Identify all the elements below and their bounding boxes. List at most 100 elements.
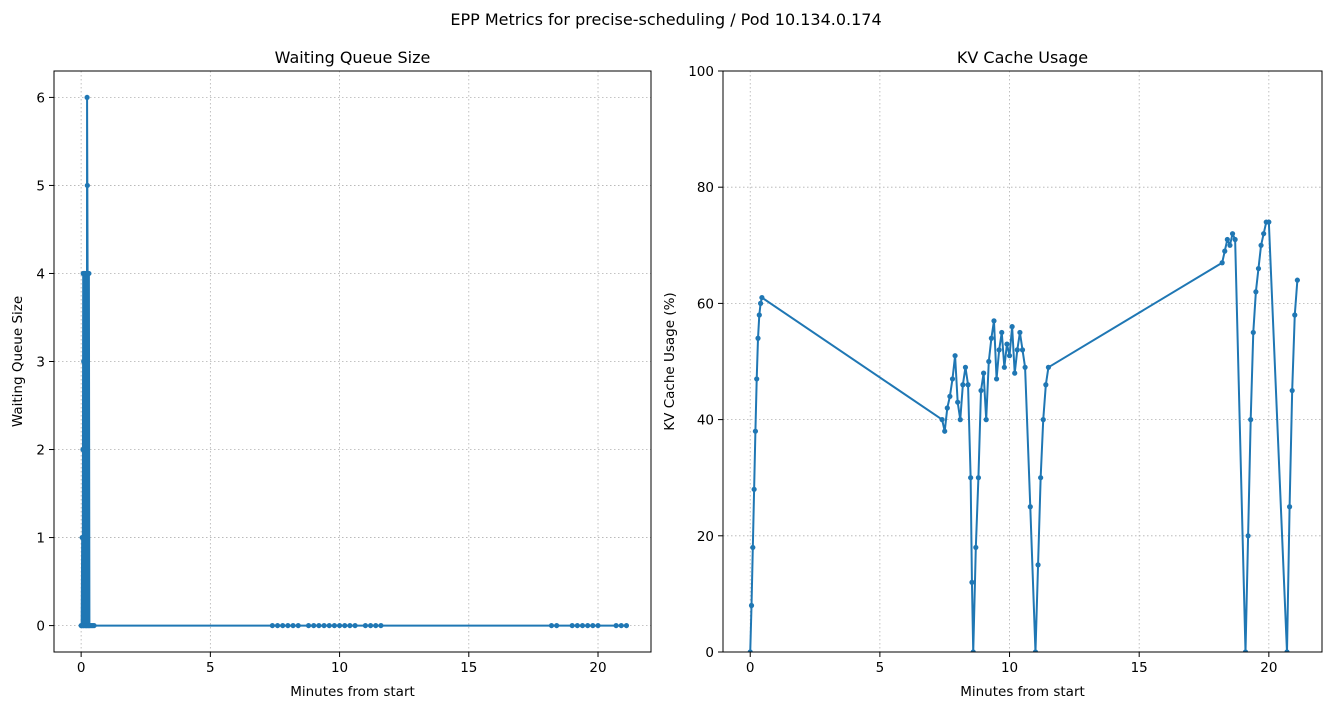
data-point bbox=[750, 544, 756, 551]
panel-title: Waiting Queue Size bbox=[275, 48, 431, 67]
data-point bbox=[316, 622, 322, 629]
x-tick-label: 0 bbox=[746, 660, 755, 676]
data-point bbox=[949, 376, 956, 382]
data-point bbox=[962, 364, 969, 370]
data-point bbox=[84, 94, 90, 101]
data-point bbox=[1022, 364, 1028, 370]
y-tick-label: 4 bbox=[36, 266, 45, 282]
figure-suptitle: EPP Metrics for precise-scheduling / Pod… bbox=[450, 10, 881, 29]
x-tick-label: 5 bbox=[206, 660, 215, 676]
panel-title: KV Cache Usage bbox=[957, 48, 1088, 67]
x-tick-label: 0 bbox=[77, 660, 86, 676]
data-point bbox=[84, 182, 90, 189]
data-point bbox=[970, 649, 976, 652]
data-point bbox=[1227, 242, 1233, 248]
data-point bbox=[981, 370, 987, 376]
data-point bbox=[91, 622, 97, 629]
y-tick-label: 6 bbox=[36, 90, 45, 106]
y-tick-label: 20 bbox=[697, 529, 714, 545]
y-tick-label: 5 bbox=[36, 178, 45, 194]
data-point bbox=[1017, 329, 1023, 336]
data-point bbox=[569, 622, 575, 629]
data-point bbox=[751, 486, 757, 492]
data-point bbox=[347, 622, 353, 629]
data-point bbox=[939, 417, 945, 423]
data-point bbox=[295, 622, 301, 629]
data-point bbox=[1045, 364, 1052, 370]
data-point bbox=[1027, 504, 1033, 510]
data-point bbox=[1014, 347, 1020, 353]
data-point bbox=[973, 544, 979, 551]
series-clip-group bbox=[747, 219, 1300, 652]
data-point bbox=[1286, 504, 1293, 510]
kv-cache-panel: 0 5 10 15 20 0 20 40 60 80 100 KV Cache Usage Minu… bbox=[662, 48, 1323, 700]
data-point bbox=[965, 382, 971, 388]
data-point bbox=[1222, 248, 1228, 254]
data-point bbox=[968, 475, 974, 481]
data-point bbox=[975, 475, 982, 481]
data-point bbox=[1229, 231, 1236, 237]
data-point bbox=[548, 622, 555, 629]
ticks-0: 0 5 10 15 20 0 1 2 3 4 5 6 bbox=[36, 90, 606, 676]
data-point bbox=[955, 399, 961, 405]
data-point bbox=[1266, 219, 1272, 225]
data-point bbox=[957, 417, 963, 423]
data-point bbox=[952, 353, 958, 359]
data-point bbox=[82, 534, 88, 541]
data-point bbox=[1001, 364, 1007, 370]
data-point bbox=[1032, 649, 1039, 652]
data-point bbox=[978, 387, 984, 394]
data-point bbox=[83, 446, 89, 453]
data-point bbox=[86, 270, 92, 277]
y-tick-label: 2 bbox=[36, 443, 45, 459]
data-point bbox=[1043, 382, 1049, 388]
data-point bbox=[1219, 260, 1225, 266]
data-point bbox=[574, 622, 580, 629]
data-point bbox=[747, 649, 753, 652]
data-point bbox=[342, 622, 348, 629]
data-point bbox=[1019, 347, 1026, 353]
data-point bbox=[1004, 341, 1010, 347]
data-point bbox=[595, 622, 601, 629]
data-point bbox=[991, 318, 997, 324]
ticks-1: 0 5 10 15 20 0 20 40 60 80 100 bbox=[688, 64, 1277, 676]
x-tick-label: 15 bbox=[460, 660, 477, 676]
data-point bbox=[755, 335, 761, 341]
data-point bbox=[1255, 265, 1262, 272]
series-0 bbox=[78, 94, 630, 629]
data-point bbox=[1250, 329, 1256, 336]
y-tick-label: 80 bbox=[697, 180, 714, 196]
data-point bbox=[1232, 236, 1238, 243]
y-tick-label: 3 bbox=[36, 355, 45, 371]
data-point bbox=[1261, 231, 1267, 237]
y-tick-label: 60 bbox=[697, 296, 714, 312]
data-point bbox=[1253, 289, 1259, 295]
data-point bbox=[983, 417, 989, 423]
data-point bbox=[1242, 649, 1249, 652]
waiting-queue-panel: 0 5 10 15 20 0 1 2 3 4 5 6 Waiting Queue Size Minut… bbox=[10, 48, 652, 700]
data-point bbox=[290, 622, 296, 629]
data-point bbox=[285, 622, 291, 629]
data-point bbox=[1035, 562, 1041, 568]
series-line bbox=[749, 221, 1299, 652]
data-point bbox=[373, 622, 379, 629]
x-tick-label: 10 bbox=[331, 660, 348, 676]
data-point bbox=[331, 622, 338, 629]
data-point bbox=[367, 622, 374, 629]
series-clip-group bbox=[78, 94, 630, 629]
data-point bbox=[1009, 324, 1015, 330]
y-tick-label: 1 bbox=[36, 531, 45, 547]
data-point bbox=[336, 622, 343, 629]
data-point bbox=[321, 622, 327, 629]
data-point bbox=[993, 376, 1000, 382]
data-point bbox=[82, 358, 88, 365]
data-point bbox=[754, 376, 760, 382]
data-point bbox=[1040, 417, 1046, 423]
data-point bbox=[986, 358, 992, 365]
data-point bbox=[1012, 370, 1018, 376]
data-point bbox=[752, 428, 759, 434]
data-point bbox=[1294, 277, 1300, 283]
data-point bbox=[1258, 242, 1264, 248]
data-point bbox=[352, 622, 358, 629]
